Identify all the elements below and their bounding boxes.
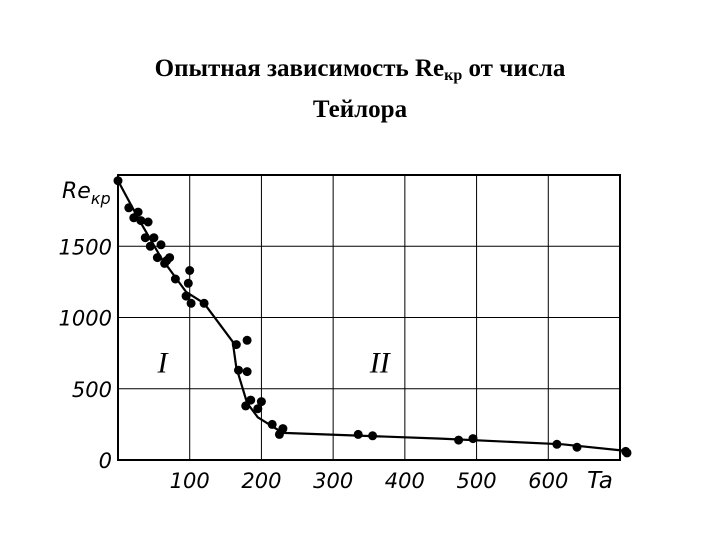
data-point: [199, 298, 209, 308]
title-line1: Опытная зависимость Reкр от числа: [154, 55, 566, 84]
data-point: [140, 233, 150, 243]
data-point: [133, 207, 143, 217]
data-point: [156, 240, 166, 250]
data-point: [256, 397, 266, 407]
x-tick-label: 200: [241, 469, 281, 493]
data-point: [353, 429, 363, 439]
data-point: [267, 419, 277, 429]
data-point: [185, 266, 195, 275]
x-tick-label: 600: [528, 469, 568, 493]
plot-frame: [117, 174, 621, 461]
data-point: [152, 253, 162, 263]
data-point: [552, 439, 562, 449]
data-point: [253, 404, 263, 414]
data-point: [145, 241, 155, 251]
y-tick-label: 1000: [59, 307, 112, 331]
trend-line: [117, 180, 631, 453]
x-tick-label: 100: [170, 469, 210, 493]
x-tick-label: 300: [313, 469, 353, 493]
data-point: [231, 340, 241, 350]
data-point: [183, 278, 193, 288]
x-tick-label: 500: [457, 469, 497, 493]
title-line2: Тейлора: [312, 96, 408, 123]
y-tick-label: 1500: [59, 235, 112, 259]
x-axis-label: Ta: [587, 468, 613, 494]
region-label: II: [369, 346, 392, 379]
data-point: [468, 434, 478, 444]
data-point: [242, 335, 252, 345]
data-point: [278, 424, 288, 434]
region-label: I: [156, 346, 169, 379]
data-point: [165, 253, 175, 263]
title-part: Опытная зависимость Re: [154, 55, 445, 82]
y-tick-label: 500: [72, 378, 112, 402]
chart-title: Опытная зависимость Reкр от числа Тейлор…: [0, 52, 720, 127]
data-point: [170, 274, 180, 284]
data-point: [242, 367, 252, 377]
data-point: [143, 217, 153, 227]
data-point: [622, 448, 632, 458]
data-point: [124, 203, 134, 213]
data-point: [136, 216, 146, 226]
data-point: [246, 395, 256, 405]
data-point: [181, 291, 191, 301]
data-point: [186, 298, 196, 308]
y-axis-label: Reкр: [62, 179, 111, 208]
title-subscript: кр: [444, 67, 463, 84]
x-tick-label: 400: [385, 469, 425, 493]
data-point: [234, 365, 243, 375]
title-part: от числа: [462, 55, 566, 82]
data-point: [113, 176, 123, 186]
data-point: [368, 431, 378, 441]
data-point: [149, 233, 159, 243]
data-point: [572, 442, 582, 452]
data-point: [454, 435, 464, 445]
y-tick-label: 0: [99, 449, 112, 473]
